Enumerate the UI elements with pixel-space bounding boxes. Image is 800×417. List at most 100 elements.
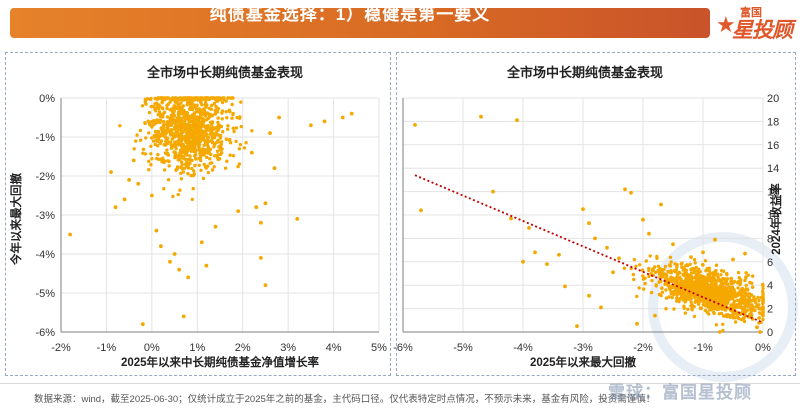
data-point (721, 276, 725, 281)
data-point (199, 136, 203, 140)
data-point (675, 273, 680, 277)
data-point (150, 125, 154, 129)
data-point (664, 307, 668, 311)
data-point (180, 148, 184, 152)
data-point (272, 166, 277, 171)
data-point (173, 150, 177, 155)
data-point (750, 307, 755, 312)
data-point (696, 302, 701, 306)
data-point (193, 163, 197, 168)
data-point (557, 252, 561, 257)
data-point (708, 294, 712, 299)
data-point (179, 142, 184, 146)
data-point (756, 295, 760, 300)
data-point (192, 132, 197, 137)
data-point (244, 141, 248, 145)
data-point (218, 148, 222, 152)
data-point (751, 274, 755, 278)
data-point (202, 162, 206, 167)
data-point (732, 293, 736, 298)
data-point (199, 168, 203, 172)
data-point (162, 143, 166, 147)
data-point (201, 176, 206, 181)
data-point (744, 283, 748, 287)
data-point (225, 159, 229, 163)
data-point (174, 125, 178, 129)
data-point (202, 153, 206, 157)
data-point (194, 121, 198, 125)
data-point (174, 133, 178, 137)
data-point (203, 114, 208, 118)
data-point (172, 104, 176, 108)
y-tick-label: -4% (35, 249, 55, 261)
y-tick-label: 14 (767, 163, 779, 175)
data-point (176, 192, 180, 197)
data-point (228, 141, 233, 145)
data-point (660, 290, 665, 294)
data-point (178, 157, 182, 162)
data-point (210, 161, 214, 165)
data-point (207, 139, 211, 143)
data-point (199, 153, 203, 158)
data-point (704, 283, 708, 287)
data-point (140, 104, 145, 108)
data-point (171, 134, 176, 138)
data-point (413, 123, 417, 127)
data-point (755, 303, 760, 307)
data-point (195, 128, 199, 133)
data-point (213, 224, 218, 229)
data-point (199, 115, 203, 120)
data-point (191, 144, 195, 148)
data-point (188, 154, 192, 158)
data-point (163, 134, 167, 139)
y-tick-label: 8 (767, 233, 773, 245)
data-point (419, 208, 423, 213)
data-point (201, 129, 205, 133)
data-point (662, 267, 666, 272)
data-point (723, 308, 728, 312)
data-point (185, 103, 189, 107)
data-point (694, 265, 698, 270)
data-point (668, 255, 673, 259)
data-point (729, 303, 733, 307)
data-point (132, 147, 136, 151)
data-point (682, 304, 686, 308)
data-point (690, 307, 694, 311)
data-point (149, 144, 153, 148)
data-point (563, 284, 567, 289)
data-point (696, 275, 700, 279)
data-point (212, 165, 216, 169)
data-point (593, 236, 597, 241)
data-point (736, 270, 741, 275)
data-point (218, 136, 222, 140)
data-point (675, 263, 679, 267)
data-point (176, 166, 180, 170)
data-point (674, 278, 678, 282)
data-point (648, 254, 652, 258)
data-point (197, 145, 201, 150)
data-point (153, 129, 158, 134)
data-point (141, 151, 145, 155)
data-point (113, 205, 118, 210)
data-point (193, 153, 198, 157)
data-point (154, 109, 158, 113)
data-point (134, 139, 138, 143)
data-point (700, 299, 704, 303)
data-point (587, 221, 591, 226)
data-point (224, 110, 228, 114)
data-point (161, 115, 165, 119)
data-point (509, 216, 513, 221)
data-point (605, 245, 609, 250)
data-point (700, 277, 704, 281)
right-chart-panel (396, 52, 796, 376)
data-point (216, 157, 220, 162)
data-point (157, 106, 161, 111)
data-point (172, 114, 177, 118)
data-point (147, 131, 151, 135)
data-point (165, 115, 170, 119)
data-point (204, 263, 209, 268)
data-point (226, 124, 230, 128)
data-point (719, 290, 724, 294)
data-point (623, 187, 627, 192)
data-point (737, 299, 742, 304)
